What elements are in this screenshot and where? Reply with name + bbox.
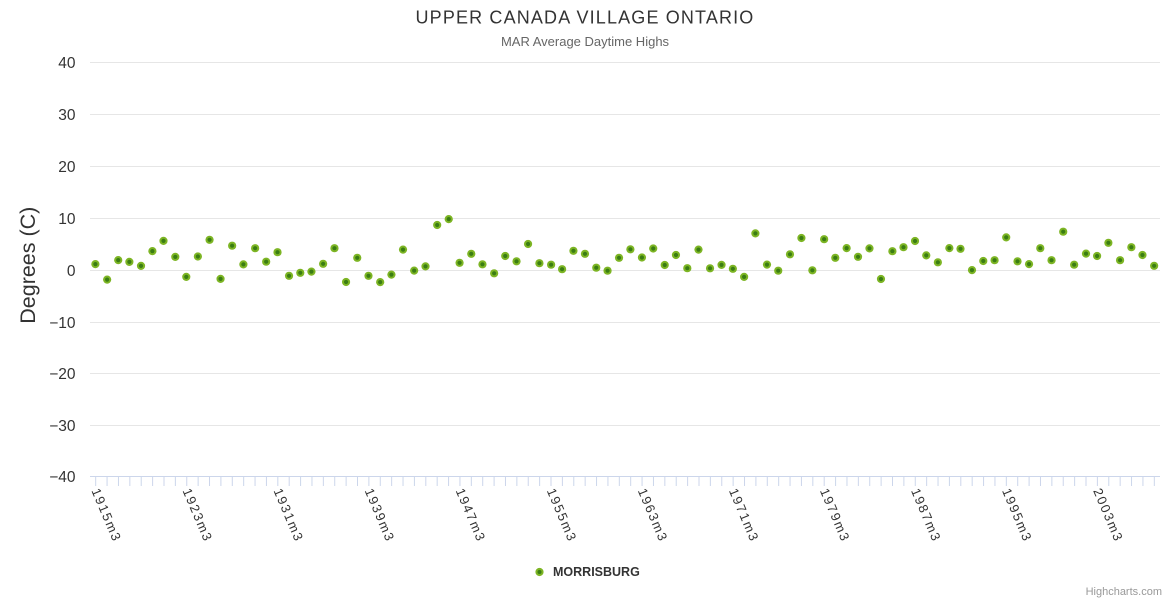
svg-text:Highcharts.com: Highcharts.com xyxy=(1086,586,1162,598)
svg-text:−30: −30 xyxy=(49,418,76,435)
svg-text:20: 20 xyxy=(58,159,76,176)
svg-text:−10: −10 xyxy=(49,315,76,332)
svg-text:MAR Average Daytime Highs: MAR Average Daytime Highs xyxy=(501,34,670,49)
svg-text:0: 0 xyxy=(67,263,76,280)
svg-text:UPPER CANADA VILLAGE ONTARIO: UPPER CANADA VILLAGE ONTARIO xyxy=(416,8,755,28)
svg-text:−40: −40 xyxy=(49,469,76,486)
svg-text:MORRISBURG: MORRISBURG xyxy=(553,565,640,579)
svg-text:−20: −20 xyxy=(49,366,76,383)
svg-text:40: 40 xyxy=(58,55,76,72)
svg-text:10: 10 xyxy=(58,211,76,228)
svg-text:Degrees (C): Degrees (C) xyxy=(16,207,40,324)
svg-text:30: 30 xyxy=(58,107,76,124)
